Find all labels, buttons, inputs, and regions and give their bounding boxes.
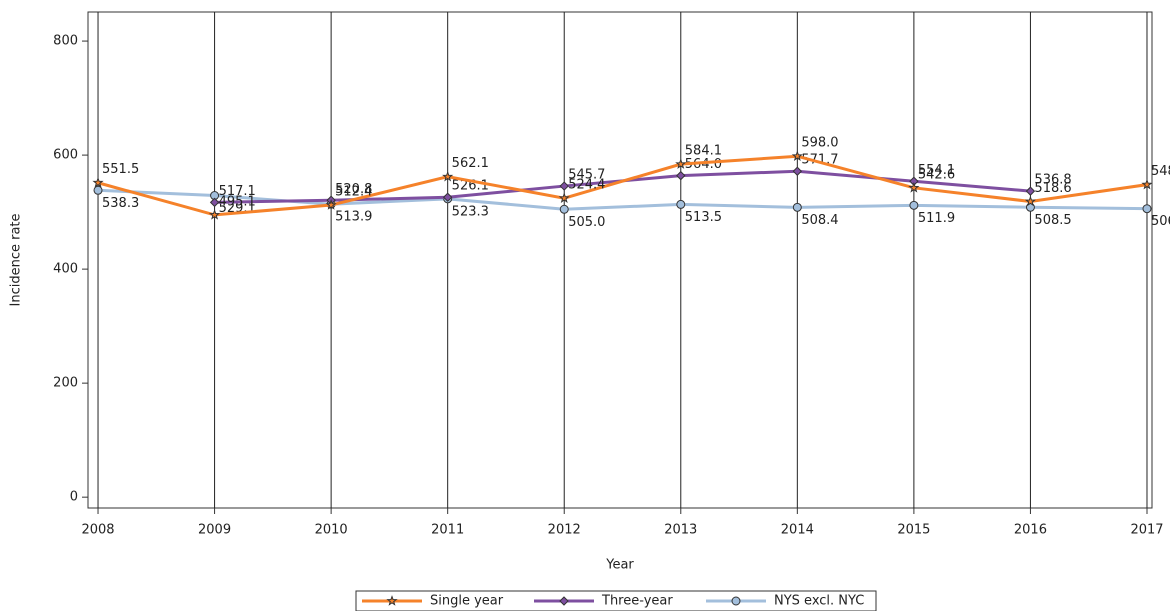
y-tick-label: 200 (53, 376, 78, 391)
data-label: 542.6 (918, 167, 955, 182)
x-tick-label: 2015 (897, 523, 930, 538)
y-tick-label: 0 (70, 490, 78, 505)
legend-label: NYS excl. NYC (774, 594, 864, 609)
x-tick-label: 2011 (431, 523, 464, 538)
data-point (676, 199, 686, 209)
data-point (209, 197, 220, 208)
y-tick-label: 800 (53, 34, 78, 49)
x-tick-label: 2012 (548, 523, 581, 538)
x-tick-label: 2010 (315, 523, 348, 538)
data-point (1141, 178, 1153, 190)
y-tick-label: 600 (53, 148, 78, 163)
data-label: 508.5 (1034, 213, 1071, 228)
data-label: 548.2 (1151, 164, 1170, 179)
y-tick-label: 400 (53, 262, 78, 277)
data-label: 554.1 (918, 163, 955, 178)
data-point (909, 200, 919, 210)
data-label: 520.8 (335, 182, 372, 197)
data-point (675, 158, 687, 169)
data-label: 495.1 (219, 194, 256, 209)
data-label: 551.5 (102, 162, 139, 177)
data-point (559, 204, 569, 214)
data-label: 511.9 (918, 211, 955, 226)
data-point (558, 192, 570, 203)
legend-label: Three-year (601, 594, 673, 609)
data-point (92, 176, 104, 188)
data-label: 524.4 (568, 178, 605, 193)
legend: Single year Three-year NYS excl. NYC (355, 590, 877, 611)
data-label: 508.4 (801, 213, 838, 228)
data-point (1024, 195, 1037, 207)
data-point (908, 181, 920, 193)
data-point (791, 150, 803, 161)
x-tick-label: 2017 (1130, 523, 1163, 538)
data-label: 584.1 (685, 144, 722, 159)
data-point (93, 185, 103, 195)
data-point (210, 191, 220, 201)
legend-marker (731, 596, 741, 606)
data-point (1142, 204, 1152, 214)
data-label: 598.0 (801, 136, 838, 151)
data-label: 523.3 (452, 204, 489, 219)
data-label: 562.1 (452, 156, 489, 171)
data-point (559, 181, 569, 191)
x-axis-label: Year (605, 558, 634, 573)
data-point (442, 192, 453, 202)
data-point (1025, 186, 1036, 196)
data-point (792, 202, 802, 212)
x-tick-label: 2013 (664, 523, 697, 538)
x-tick-label: 2009 (198, 523, 231, 538)
data-point (325, 199, 337, 210)
data-point (676, 170, 686, 181)
legend-label: Single year (430, 594, 504, 609)
data-label: 505.0 (568, 215, 605, 230)
data-label: 518.6 (1034, 181, 1071, 196)
x-tick-label: 2014 (781, 523, 814, 538)
data-label: 513.9 (335, 210, 372, 225)
data-point (208, 209, 221, 220)
plot-frame (87, 11, 1153, 509)
x-tick-label: 2008 (81, 523, 114, 538)
data-label: 538.3 (102, 196, 139, 211)
data-label: 517.1 (219, 184, 256, 199)
data-label: 513.5 (685, 210, 722, 225)
legend-marker (559, 596, 569, 606)
data-point (792, 166, 803, 176)
legend-marker (386, 595, 398, 606)
series-line (97, 154, 1148, 217)
data-label: 545.7 (568, 168, 605, 183)
data-label: 536.8 (1034, 173, 1071, 188)
data-label: 512.4 (335, 185, 372, 200)
data-point (442, 170, 454, 182)
x-tick-label: 2016 (1014, 523, 1047, 538)
legend-frame (355, 590, 877, 611)
y-axis-label: Incidence rate (9, 213, 24, 306)
data-label: 506.0 (1151, 214, 1170, 229)
